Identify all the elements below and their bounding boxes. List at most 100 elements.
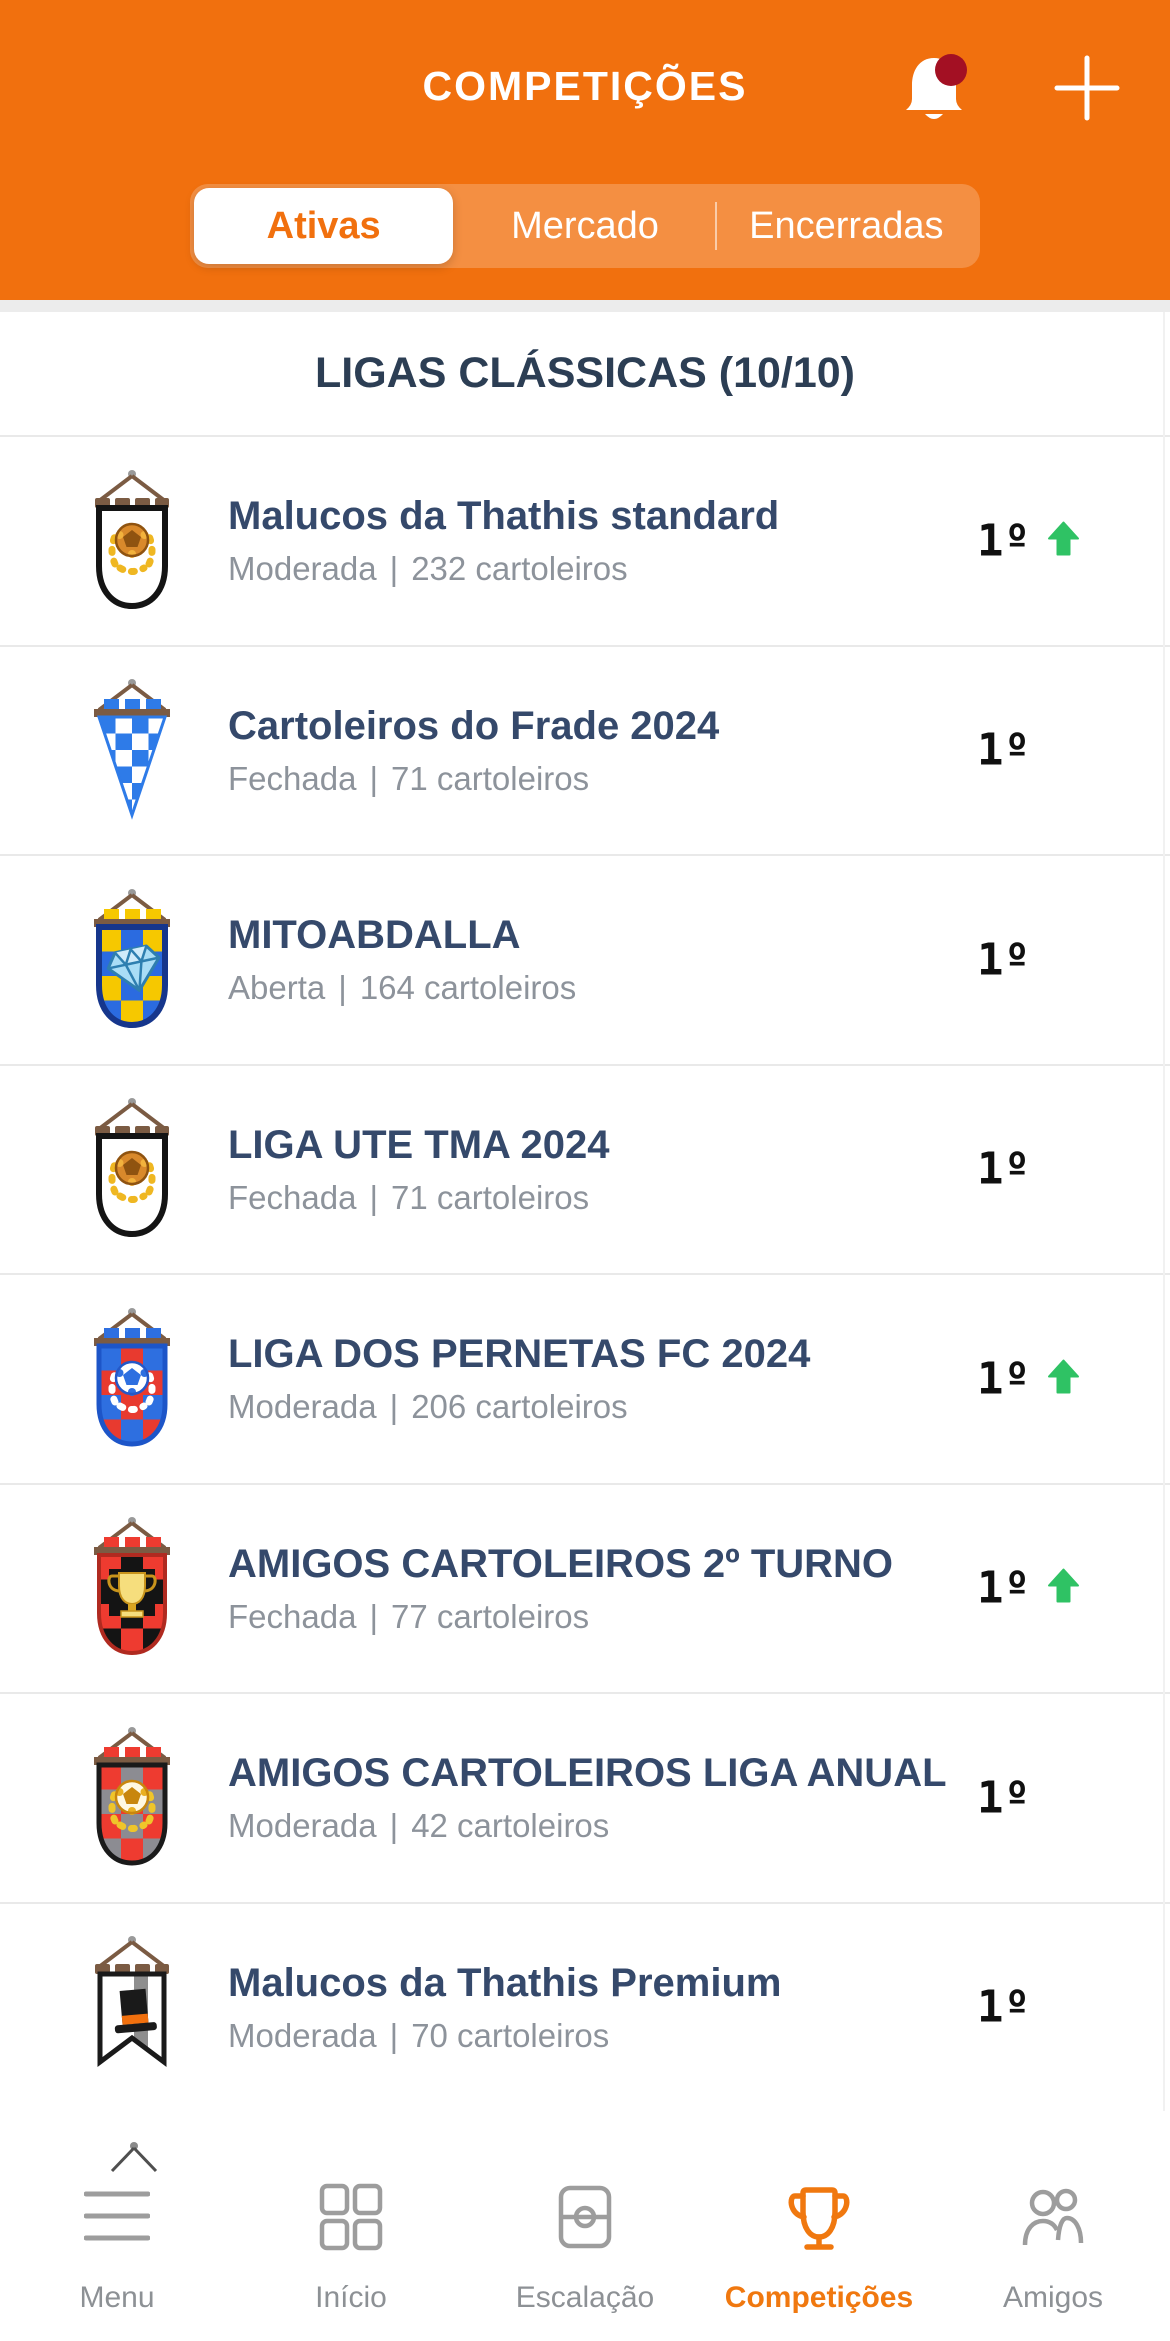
lineup-field-icon xyxy=(558,2177,612,2257)
league-meta: Moderada | 206 cartoleiros xyxy=(228,1388,810,1425)
league-name: LIGA UTE TMA 2024 xyxy=(228,1122,610,1167)
league-members: 42 cartoleiros xyxy=(411,1807,610,1844)
nav-item-label: Competições xyxy=(724,2281,914,2314)
rank-up-arrow-icon xyxy=(1047,1568,1080,1609)
segmented-control: Ativas Mercado Encerradas xyxy=(190,184,980,268)
header-separator-strip xyxy=(0,300,1170,312)
league-members: 71 cartoleiros xyxy=(391,1178,590,1216)
section-title: LIGAS CLÁSSICAS (10/10) xyxy=(0,312,1170,435)
league-rank: 1º xyxy=(977,1981,1030,2033)
nav-item-amigos[interactable]: Amigos xyxy=(936,2111,1170,2341)
league-name: Malucos da Thathis Premium xyxy=(228,1960,782,2005)
bell-icon xyxy=(906,54,967,119)
league-pennant-icon-white-gold-ball xyxy=(82,1094,182,1244)
league-row[interactable]: MITOABDALLA Aberta | 164 cartoleiros 1º xyxy=(0,856,1170,1066)
menu-icon xyxy=(84,2177,150,2257)
tab-encerradas[interactable]: Encerradas xyxy=(749,204,944,247)
league-status: Aberta xyxy=(228,969,326,1006)
league-rank: 1º xyxy=(977,1353,1030,1405)
nav-item-label: Início xyxy=(315,2281,387,2314)
league-row[interactable]: Malucos da Thathis Premium Moderada | 70… xyxy=(0,1903,1170,2113)
league-meta: Moderada | 70 cartoleiros xyxy=(228,2016,781,2054)
nav-item-competicoes[interactable]: Competições xyxy=(702,2111,936,2341)
league-row[interactable]: Cartoleiros do Frade 2024 Fechada | 71 c… xyxy=(0,646,1170,856)
app-header: COMPETIÇÕES Ativas Mercado Encerradas xyxy=(0,0,1170,300)
league-row[interactable]: Malucos da Thathis standard Moderada | 2… xyxy=(0,437,1170,647)
rank-up-arrow-icon xyxy=(1047,1358,1080,1399)
league-pennant-icon-red-gray-ball xyxy=(82,1723,182,1873)
nav-item-menu[interactable]: Menu xyxy=(0,2111,234,2341)
league-name: LIGA DOS PERNETAS FC 2024 xyxy=(228,1332,811,1377)
league-rank: 1º xyxy=(977,1143,1030,1195)
league-meta: Fechada | 71 cartoleiros xyxy=(228,759,719,797)
league-name: Cartoleiros do Frade 2024 xyxy=(228,703,720,748)
league-pennant-icon-white-gold-ball xyxy=(82,466,182,616)
nav-item-label: Escalação xyxy=(515,2281,655,2314)
league-pennant-icon-red-black-trophy xyxy=(82,1513,182,1663)
league-name: MITOABDALLA xyxy=(228,913,521,958)
nav-item-inicio[interactable]: Início xyxy=(234,2111,468,2341)
league-members: 70 cartoleiros xyxy=(411,2016,610,2054)
league-row[interactable]: AMIGOS CARTOLEIROS LIGA ANUAL Moderada |… xyxy=(0,1694,1170,1904)
nav-item-escalacao[interactable]: Escalação xyxy=(468,2111,702,2341)
league-pennant-icon-blue-white-triangle xyxy=(82,675,182,825)
league-rank: 1º xyxy=(977,1772,1030,1824)
league-status: Fechada xyxy=(228,759,357,797)
trophy-icon xyxy=(786,2177,852,2257)
league-members: 206 cartoleiros xyxy=(411,1388,628,1425)
league-name: AMIGOS CARTOLEIROS 2º TURNO xyxy=(228,1541,894,1586)
league-rank: 1º xyxy=(977,1562,1030,1614)
league-meta: Fechada | 77 cartoleiros xyxy=(228,1597,893,1635)
league-meta: Aberta | 164 cartoleiros xyxy=(228,969,577,1006)
league-meta: Fechada | 71 cartoleiros xyxy=(228,1178,610,1216)
league-meta: Moderada | 232 cartoleiros xyxy=(228,550,779,587)
meta-separator: | xyxy=(389,1807,399,1844)
league-status: Moderada xyxy=(228,550,377,587)
meta-separator: | xyxy=(389,1388,399,1425)
create-league-button[interactable] xyxy=(1051,52,1123,124)
tab-divider xyxy=(714,202,717,250)
league-row[interactable]: LIGA UTE TMA 2024 Fechada | 71 cartoleir… xyxy=(0,1065,1170,1275)
league-members: 232 cartoleiros xyxy=(411,550,628,587)
notifications-button[interactable] xyxy=(894,44,974,134)
league-status: Moderada xyxy=(228,1388,377,1425)
bottom-navigation: Menu Início Escalação Competições Amigos xyxy=(0,2111,1170,2341)
league-pennant-icon-white-tophat-swallow xyxy=(82,1932,182,2082)
league-row[interactable]: AMIGOS CARTOLEIROS 2º TURNO Fechada | 77… xyxy=(0,1484,1170,1694)
nav-item-label: Amigos xyxy=(1002,2281,1104,2314)
home-grid-icon xyxy=(319,2177,383,2257)
rank-up-arrow-icon xyxy=(1047,520,1080,561)
meta-separator: | xyxy=(369,759,379,797)
meta-separator: | xyxy=(369,1597,379,1635)
meta-separator: | xyxy=(369,1178,379,1216)
tab-mercado[interactable]: Mercado xyxy=(511,204,659,247)
league-rank: 1º xyxy=(977,934,1030,986)
nav-item-label: Menu xyxy=(79,2281,155,2314)
league-members: 77 cartoleiros xyxy=(391,1597,590,1635)
league-status: Moderada xyxy=(228,2016,377,2054)
league-members: 71 cartoleiros xyxy=(391,759,590,797)
next-row-pennant-peek-icon xyxy=(106,2140,162,2179)
league-name: Malucos da Thathis standard xyxy=(228,494,780,539)
league-pennant-icon-blue-red-ball xyxy=(82,1304,182,1454)
league-rank: 1º xyxy=(977,724,1030,776)
meta-separator: | xyxy=(389,550,399,587)
meta-separator: | xyxy=(389,2016,399,2054)
league-rank: 1º xyxy=(977,515,1030,567)
league-pennant-icon-yellow-blue-diamond xyxy=(82,885,182,1035)
tab-ativas[interactable]: Ativas xyxy=(194,188,454,264)
league-list: Malucos da Thathis standard Moderada | 2… xyxy=(0,435,1170,2113)
notification-badge-dot xyxy=(935,54,967,86)
league-members: 164 cartoleiros xyxy=(359,969,577,1006)
league-row[interactable]: LIGA DOS PERNETAS FC 2024 Moderada | 206… xyxy=(0,1275,1170,1485)
right-edge-line xyxy=(1163,312,1165,2111)
page-title: COMPETIÇÕES xyxy=(422,63,748,109)
plus-icon xyxy=(1054,55,1120,121)
league-status: Fechada xyxy=(228,1597,357,1635)
friends-icon xyxy=(1021,2177,1085,2257)
league-meta: Moderada | 42 cartoleiros xyxy=(228,1807,947,1844)
league-status: Moderada xyxy=(228,1807,377,1844)
meta-separator: | xyxy=(338,969,347,1006)
league-name: AMIGOS CARTOLEIROS LIGA ANUAL xyxy=(228,1751,947,1796)
